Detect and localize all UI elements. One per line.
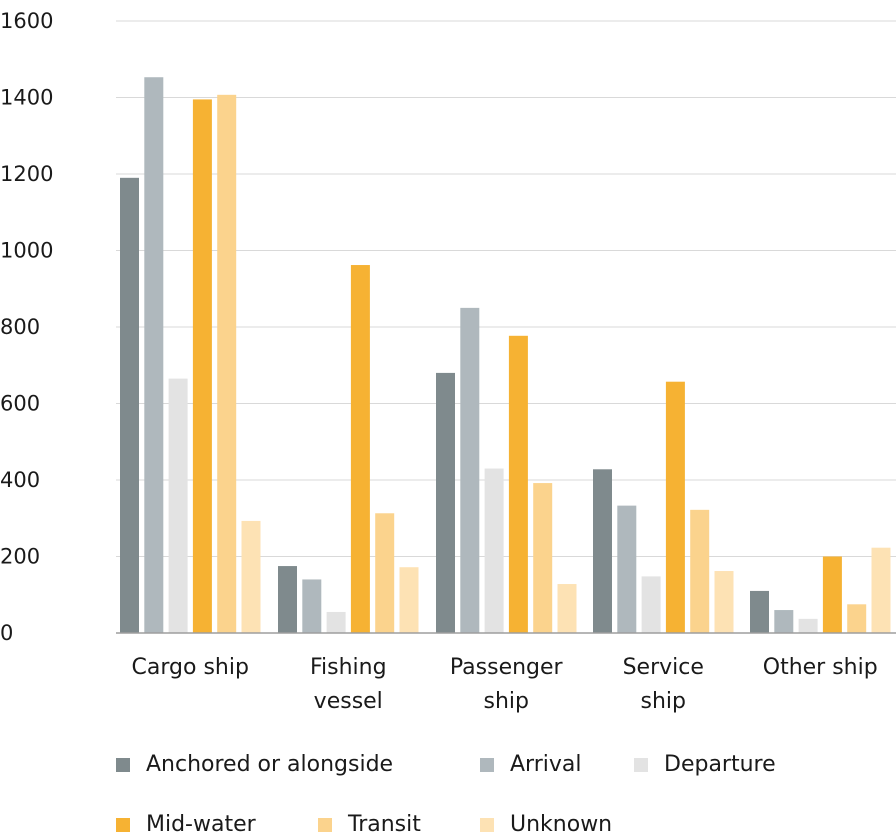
bar bbox=[302, 579, 322, 633]
bar bbox=[750, 590, 769, 633]
bar bbox=[798, 618, 818, 633]
y-tick-label: 0 bbox=[0, 621, 13, 645]
bar bbox=[375, 513, 395, 633]
bars bbox=[120, 77, 891, 634]
legend-item-anchored: Anchored or alongside bbox=[116, 752, 393, 777]
bar bbox=[192, 99, 212, 634]
category-labels: Cargo ship Fishing vessel Passenger ship Serv… bbox=[132, 655, 878, 714]
bar bbox=[436, 372, 455, 633]
legend-swatch bbox=[116, 817, 130, 832]
bar bbox=[484, 468, 504, 633]
bar bbox=[557, 584, 577, 633]
legend-label: Anchored or alongside bbox=[146, 752, 394, 777]
y-tick-label: 800 bbox=[0, 315, 40, 339]
y-tick-label: 200 bbox=[0, 545, 40, 569]
y-tick-label: 1200 bbox=[0, 162, 53, 186]
legend-swatch bbox=[480, 757, 494, 772]
legend-swatch bbox=[634, 757, 648, 772]
category-label: Other ship bbox=[763, 655, 878, 680]
legend-item-unknown: Unknown bbox=[480, 812, 612, 837]
bar bbox=[774, 610, 794, 633]
legend-item-transit: Transit bbox=[318, 812, 421, 837]
bar bbox=[714, 571, 734, 633]
legend-item-mid-water: Mid-water bbox=[116, 812, 256, 837]
bar bbox=[665, 381, 685, 633]
legend-label: Departure bbox=[664, 752, 776, 777]
bar bbox=[690, 509, 710, 633]
y-tick-label: 600 bbox=[0, 392, 40, 416]
bar-chart: 0 200 400 600 800 1000 1200 1400 1600 Cargo ship… bbox=[0, 9, 896, 714]
y-tick-label: 1000 bbox=[0, 239, 53, 263]
legend-label: Unknown bbox=[510, 812, 613, 837]
bar bbox=[593, 469, 612, 633]
category-label: vessel bbox=[314, 689, 383, 714]
bar bbox=[241, 520, 261, 633]
category-label: Cargo ship bbox=[132, 655, 249, 680]
y-tick-label: 400 bbox=[0, 468, 40, 492]
bar bbox=[822, 556, 842, 633]
gridlines bbox=[116, 20, 896, 557]
category-label: ship bbox=[484, 689, 529, 714]
legend-swatch bbox=[480, 817, 494, 832]
bar bbox=[399, 567, 419, 633]
legend-label: Arrival bbox=[510, 752, 582, 777]
legend-item-departure: Departure bbox=[634, 752, 776, 777]
category-label: ship bbox=[641, 689, 686, 714]
legend-label: Transit bbox=[348, 812, 421, 837]
category-label: Service bbox=[623, 655, 704, 680]
bar bbox=[350, 265, 370, 633]
bar bbox=[326, 611, 346, 633]
bar bbox=[460, 307, 480, 633]
bar bbox=[217, 94, 237, 633]
bar bbox=[847, 604, 867, 633]
bar bbox=[278, 566, 297, 633]
y-tick-label: 1600 bbox=[0, 9, 53, 33]
category-label: Passenger bbox=[450, 655, 564, 680]
y-tick-label: 1400 bbox=[0, 86, 53, 110]
bar bbox=[871, 547, 891, 633]
bar bbox=[508, 335, 528, 633]
category-label: Fishing bbox=[310, 655, 387, 680]
legend-label: Mid-water bbox=[146, 812, 256, 837]
bar bbox=[617, 505, 637, 633]
bar bbox=[168, 378, 188, 633]
bar bbox=[120, 177, 139, 633]
legend-swatch bbox=[318, 817, 332, 832]
legend-item-arrival: Arrival bbox=[480, 752, 581, 777]
y-axis-tick-labels: 0 200 400 600 800 1000 1200 1400 1600 bbox=[0, 9, 53, 645]
bar bbox=[533, 483, 553, 633]
legend-swatch bbox=[116, 757, 130, 772]
bar bbox=[641, 576, 661, 633]
bar bbox=[144, 77, 164, 634]
